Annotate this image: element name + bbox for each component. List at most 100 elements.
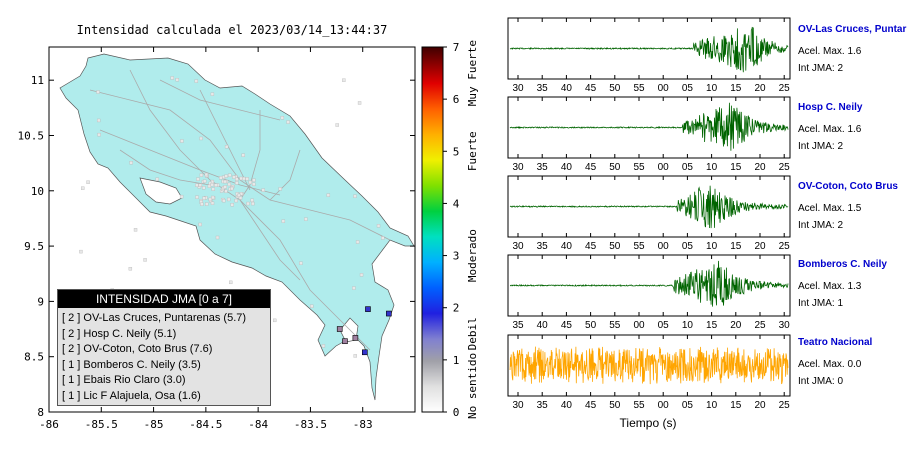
colorbar-labels: No sentido Debil Moderado Fuerte Muy Fuerte bbox=[466, 40, 479, 419]
city-dot bbox=[208, 197, 212, 202]
station-markers bbox=[336, 306, 392, 356]
x-tick-label: -85 bbox=[144, 418, 164, 431]
seismogram-tick-label: 10 bbox=[706, 241, 718, 252]
seismogram-tick-label: 35 bbox=[537, 400, 549, 411]
city-dot bbox=[223, 179, 227, 184]
city-dot bbox=[239, 192, 244, 196]
seismogram-tick-label: 00 bbox=[658, 83, 670, 94]
seismogram-tick-label: 15 bbox=[730, 162, 742, 173]
seismogram-tick-label: 10 bbox=[706, 400, 718, 411]
seismogram-tick-label: 15 bbox=[730, 83, 742, 94]
city-dot bbox=[230, 203, 234, 207]
waveform-trace bbox=[509, 346, 789, 385]
seismogram-tick-label: 30 bbox=[512, 162, 524, 173]
seismogram-panel: 35 40 45 50 55 00 05 10 15 20 25 30 bbox=[507, 254, 791, 331]
station-marker bbox=[342, 338, 348, 345]
city-dot bbox=[224, 174, 228, 178]
seismogram-tick-label: 00 bbox=[658, 162, 670, 173]
city-dot bbox=[261, 188, 265, 192]
colorbar-tick-label: 1 bbox=[453, 354, 460, 367]
city-dot bbox=[210, 92, 215, 96]
city-dot bbox=[202, 186, 206, 190]
x-tick-label: -83 bbox=[353, 418, 373, 431]
city-dot bbox=[211, 187, 215, 191]
city-dot bbox=[299, 261, 303, 265]
seismogram-tick-label: 30 bbox=[512, 83, 524, 94]
city-dot bbox=[202, 196, 206, 200]
station-marker bbox=[336, 326, 343, 332]
seismogram-tick-label: 10 bbox=[706, 83, 718, 94]
x-tick-label: -84 bbox=[248, 418, 268, 431]
city-dot bbox=[79, 249, 83, 254]
waveform-trace bbox=[509, 102, 789, 151]
station-jma: Int JMA: 2 bbox=[798, 220, 844, 231]
colorbar-tick-label: 4 bbox=[453, 197, 460, 210]
station-name: OV-Las Cruces, Puntar bbox=[798, 24, 907, 35]
station-jma: Int JMA: 2 bbox=[798, 141, 844, 152]
city-dot bbox=[273, 318, 277, 323]
city-dot bbox=[143, 258, 147, 262]
city-dot bbox=[199, 173, 204, 177]
seismogram-tick-label: 00 bbox=[633, 320, 645, 331]
colorbar-tick-label: 2 bbox=[453, 302, 460, 315]
city-dot bbox=[133, 228, 138, 232]
city-dot bbox=[97, 118, 101, 123]
city-dot bbox=[194, 79, 199, 83]
city-dot bbox=[310, 304, 314, 308]
seismogram-tick-label: 20 bbox=[730, 320, 742, 331]
seismogram-panels: 30 35 40 45 50 55 00 05 10 15 20 25 30 35 40 45 50 55 00 05… bbox=[507, 17, 791, 411]
seismogram-tick-label: 50 bbox=[609, 241, 621, 252]
colorbar-category-label: Moderado bbox=[466, 229, 479, 282]
seismogram-tick-label: 10 bbox=[682, 320, 694, 331]
station-accel: Acel. Max. 1.5 bbox=[798, 203, 862, 214]
waveform-trace bbox=[509, 26, 789, 73]
city-dot bbox=[251, 201, 255, 206]
legend-item: [ 1 ] Lic F Alajuela, Osa (1.6) bbox=[62, 389, 201, 402]
city-dot bbox=[230, 186, 234, 191]
y-tick-label: 8 bbox=[37, 406, 44, 419]
city-dot bbox=[170, 76, 174, 80]
city-dot bbox=[252, 178, 256, 182]
city-dot bbox=[196, 177, 200, 181]
station-info: Bomberos C. Neily Acel. Max. 1.3 Int JMA… bbox=[798, 259, 910, 310]
station-accel: Acel. Max. 1.6 bbox=[798, 124, 862, 135]
city-dot bbox=[239, 176, 243, 181]
seismogram-tick-label: 20 bbox=[754, 162, 766, 173]
seismogram-tick-label: 10 bbox=[706, 162, 718, 173]
city-dot bbox=[281, 219, 286, 223]
city-dot bbox=[210, 182, 214, 187]
y-tick-label: 11 bbox=[31, 74, 44, 87]
city-dot bbox=[211, 195, 215, 200]
city-dot bbox=[214, 183, 218, 187]
seismogram-x-label: Tiempo (s) bbox=[620, 416, 677, 430]
station-accel: Acel. Max. 0.0 bbox=[798, 359, 862, 370]
city-dot bbox=[227, 182, 232, 187]
city-dot bbox=[353, 194, 357, 198]
y-tick-label: 10.5 bbox=[18, 129, 45, 142]
y-tick-label: 9 bbox=[37, 295, 44, 308]
seismogram-tick-label: 20 bbox=[754, 400, 766, 411]
legend-item: [ 2 ] OV-Coton, Coto Brus (7.6) bbox=[62, 343, 213, 355]
station-info: Teatro Nacional Acel. Max. 0.0 Int JMA: … bbox=[798, 337, 910, 388]
seismogram-tick-label: 15 bbox=[730, 400, 742, 411]
seismogram-tick-label: 00 bbox=[658, 241, 670, 252]
colorbar-tick-label: 3 bbox=[453, 250, 460, 263]
seismogram-tick-label: 35 bbox=[512, 320, 524, 331]
city-dot bbox=[179, 194, 184, 199]
city-dot bbox=[202, 179, 207, 183]
city-dot bbox=[97, 132, 101, 137]
city-dot bbox=[376, 224, 381, 228]
city-dot bbox=[352, 286, 356, 290]
seismogram-tick-label: 40 bbox=[537, 320, 549, 331]
seismogram-tick-label: 55 bbox=[633, 83, 645, 94]
city-dot bbox=[96, 90, 100, 94]
legend-item: [ 1 ] Ebais Rio Claro (3.0) bbox=[62, 374, 186, 386]
city-dot bbox=[342, 78, 346, 82]
city-dot bbox=[215, 235, 220, 240]
seismogram-tick-label: 30 bbox=[512, 400, 524, 411]
seismogram-tick-label: 05 bbox=[658, 320, 670, 331]
seismogram-tick-label: 00 bbox=[658, 400, 670, 411]
intensity-legend: INTENSIDAD JMA [0 a 7] [ 2 ] OV-Las Cruc… bbox=[57, 289, 271, 406]
seismogram-tick-label: 15 bbox=[706, 320, 718, 331]
